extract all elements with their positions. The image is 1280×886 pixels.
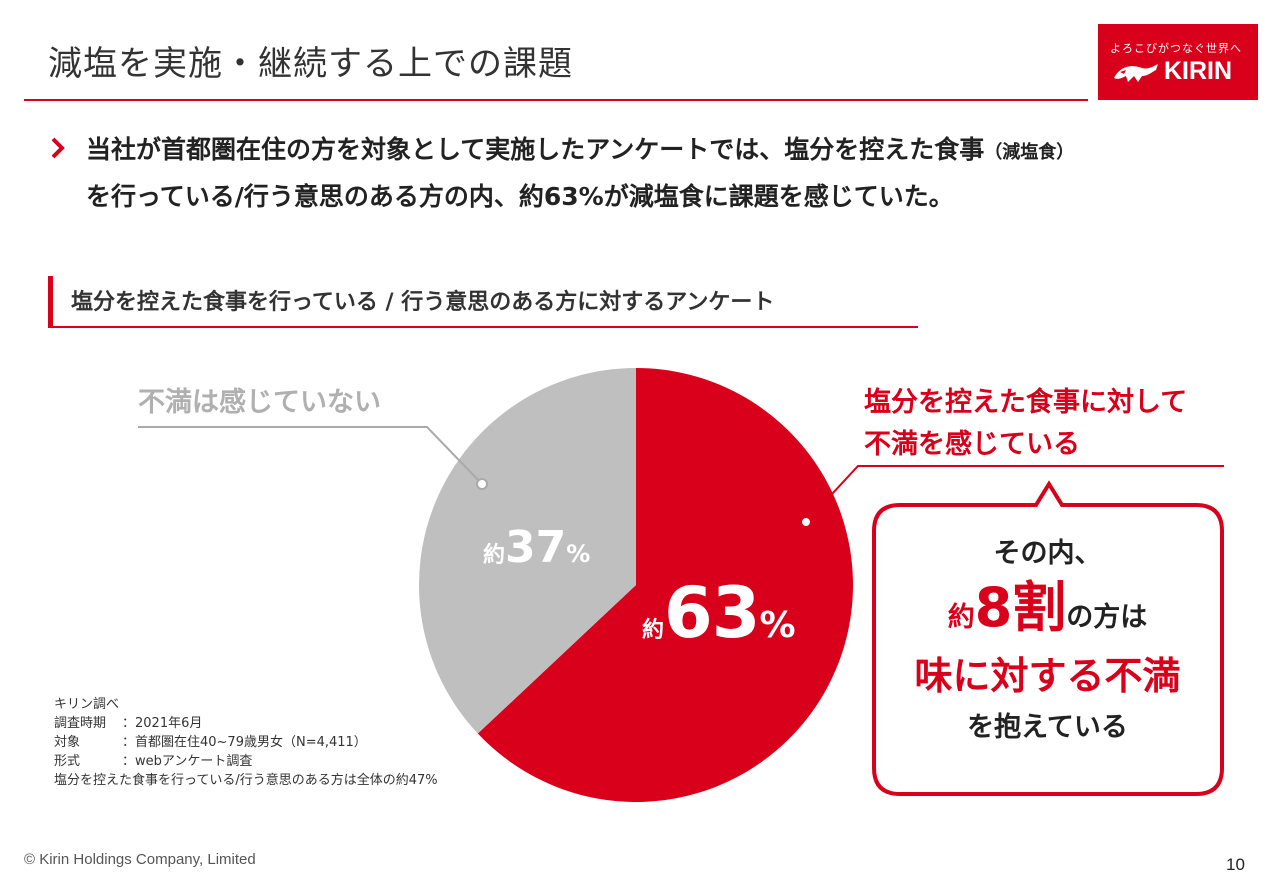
page-number: 10 [1226,855,1245,874]
notes-format-key: 形式 [54,754,81,769]
pie-slice-1 [419,368,636,734]
notes-period-key: 調査時期 [54,716,107,731]
survey-notes: キリン調べ 調査時期 ：2021年6月 対象 ：首都圏在住40~79歳男女（N=4,… [54,695,438,790]
section-heading-text: 塩分を控えた食事を行っている / 行う意思のある方に対するアンケート [71,290,775,315]
kirin-mascot-icon [1114,64,1158,82]
pct-gray-prefix: 約 [483,543,506,568]
notes-format-val: ：webアンケート調査 [122,754,253,769]
notes-period-val: ：2021年6月 [122,716,203,731]
callout-line1: その内、 [993,538,1102,569]
copyright: © Kirin Holdings Company, Limited [24,851,256,868]
callout-line2: 約8割の方は [875,578,1220,648]
lead-text: 当社が首都圏在住の方を対象として実施したアンケートでは、塩分を控えた食事（減塩食… [86,128,1246,219]
gray-leader-dot [476,478,488,490]
callout-text: その内、 約8割の方は 味に対する不満 を抱えている [875,530,1220,752]
slice-label-gray: 不満は感じていない [138,387,381,418]
page-title: 減塩を実施・継続する上での課題 [48,44,573,84]
slice-label-red-line2: 不満を感じている [864,429,1080,460]
lead-line1: 当社が首都圏在住の方を対象として実施したアンケートでは、塩分を控えた食事 [86,135,985,164]
gray-leader-line [138,426,483,485]
slice-label-red: 塩分を控えた食事に対して 不満を感じている [864,382,1187,466]
lead-line2: を行っている/行う意思のある方の内、約63%が減塩食に課題を感じていた。 [86,182,954,211]
kirin-logo: よろこびがつなぐ世界へ KIRIN [1098,24,1258,100]
pct-gray-value: 37 [505,522,567,573]
logo-tagline: よろこびがつなぐ世界へ [1110,42,1242,55]
callout-line4: を抱えている [967,712,1128,743]
lead-line1-note: （減塩食） [984,142,1075,163]
pct-red-prefix: 約 [642,618,665,643]
callout-prefix: 約 [947,602,975,633]
notes-target-key: 対象 [54,735,81,750]
title-divider [24,99,1088,101]
pct-red-unit: % [759,605,796,646]
callout-line3: 味に対する不満 [914,654,1181,698]
red-leader-line [805,465,1224,523]
section-heading: 塩分を控えた食事を行っている / 行う意思のある方に対するアンケート [48,276,918,328]
pct-label-gray: 約37% [483,522,590,573]
slice-label-red-line1: 塩分を控えた食事に対して [864,387,1188,418]
callout-suffix: の方は [1066,602,1148,633]
chevron-right-icon [51,137,65,159]
pct-red-value: 63 [664,572,760,654]
notes-footnote: 塩分を控えた食事を行っている/行う意思のある方は全体の約47% [54,773,438,788]
notes-target-val: ：首都圏在住40~79歳男女（N=4,411） [122,735,367,750]
pct-gray-unit: % [566,540,591,568]
pct-label-red: 約63% [642,572,796,654]
red-leader-dot [800,516,812,528]
callout-box [872,480,1224,796]
logo-wordmark: KIRIN [1164,57,1233,85]
callout-big: 8割 [974,576,1067,639]
notes-source: キリン調べ [54,697,120,712]
pie-slice-0 [477,368,854,802]
